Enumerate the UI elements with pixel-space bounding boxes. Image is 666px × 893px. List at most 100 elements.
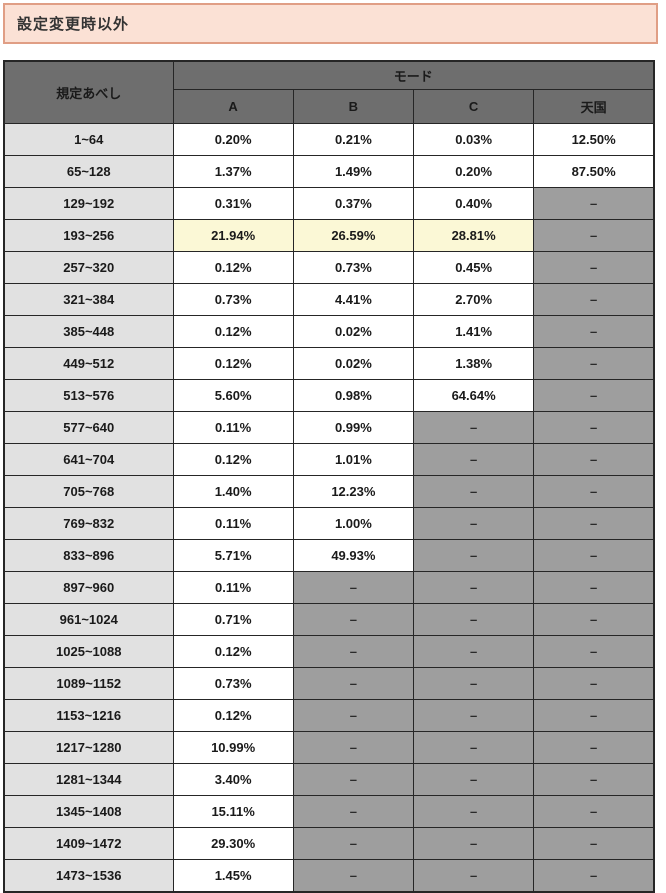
range-cell: 193~256 xyxy=(3,219,174,252)
range-cell: 129~192 xyxy=(3,187,174,220)
value-cell: 49.93% xyxy=(292,539,415,572)
table-row: 1345~1408 15.11% – – – xyxy=(3,795,655,828)
value-cell: 0.73% xyxy=(172,667,294,700)
empty-cell: – xyxy=(292,795,415,828)
empty-cell: – xyxy=(412,539,535,572)
value-cell: 0.02% xyxy=(292,315,415,348)
range-cell: 1409~1472 xyxy=(3,827,174,860)
value-cell: 28.81% xyxy=(412,219,535,252)
value-cell: 1.40% xyxy=(172,475,294,508)
empty-cell: – xyxy=(533,411,655,444)
table-row: 1~64 0.20% 0.21% 0.03% 12.50% xyxy=(3,123,655,156)
value-cell: 0.12% xyxy=(172,443,294,476)
range-cell: 577~640 xyxy=(3,411,174,444)
empty-cell: – xyxy=(533,475,655,508)
value-cell: 0.71% xyxy=(172,603,294,636)
range-cell: 1217~1280 xyxy=(3,731,174,764)
value-cell: 0.12% xyxy=(172,347,294,380)
table-row: 769~832 0.11% 1.00% – – xyxy=(3,507,655,540)
table-row: 257~320 0.12% 0.73% 0.45% – xyxy=(3,251,655,284)
value-cell: 0.73% xyxy=(172,283,294,316)
empty-cell: – xyxy=(533,667,655,700)
value-cell: 64.64% xyxy=(412,379,535,412)
empty-cell: – xyxy=(292,635,415,668)
empty-cell: – xyxy=(533,315,655,348)
value-cell: 0.11% xyxy=(172,507,294,540)
value-cell: 0.12% xyxy=(172,635,294,668)
range-cell: 1153~1216 xyxy=(3,699,174,732)
empty-cell: – xyxy=(533,347,655,380)
empty-cell: – xyxy=(533,379,655,412)
value-cell: 0.99% xyxy=(292,411,415,444)
range-cell: 897~960 xyxy=(3,571,174,604)
value-cell: 0.20% xyxy=(172,123,294,156)
empty-cell: – xyxy=(533,603,655,636)
mode-a-header: A xyxy=(172,89,294,124)
empty-cell: – xyxy=(533,763,655,796)
value-cell: 0.11% xyxy=(172,571,294,604)
range-cell: 1345~1408 xyxy=(3,795,174,828)
value-cell: 5.60% xyxy=(172,379,294,412)
table-row: 1473~1536 1.45% – – – xyxy=(3,859,655,893)
range-cell: 385~448 xyxy=(3,315,174,348)
empty-cell: – xyxy=(412,763,535,796)
table-row: 833~896 5.71% 49.93% – – xyxy=(3,539,655,572)
value-cell: 0.40% xyxy=(412,187,535,220)
empty-cell: – xyxy=(292,827,415,860)
empty-cell: – xyxy=(292,603,415,636)
empty-cell: – xyxy=(412,443,535,476)
table-row: 1025~1088 0.12% – – – xyxy=(3,635,655,668)
table-row: 705~768 1.40% 12.23% – – xyxy=(3,475,655,508)
value-cell: 12.50% xyxy=(533,123,655,156)
empty-cell: – xyxy=(533,827,655,860)
mode-heaven-header: 天国 xyxy=(533,89,655,124)
range-cell: 257~320 xyxy=(3,251,174,284)
header-row-mode: 規定あべし モード xyxy=(3,60,655,124)
range-cell: 65~128 xyxy=(3,155,174,188)
value-cell: 0.11% xyxy=(172,411,294,444)
mode-b-header: B xyxy=(292,89,415,124)
empty-cell: – xyxy=(292,571,415,604)
empty-cell: – xyxy=(412,731,535,764)
range-cell: 1~64 xyxy=(3,123,174,156)
empty-cell: – xyxy=(292,763,415,796)
range-cell: 321~384 xyxy=(3,283,174,316)
empty-cell: – xyxy=(412,507,535,540)
empty-cell: – xyxy=(533,187,655,220)
value-cell: 5.71% xyxy=(172,539,294,572)
value-cell: 1.49% xyxy=(292,155,415,188)
value-cell: 26.59% xyxy=(292,219,415,252)
empty-cell: – xyxy=(412,603,535,636)
value-cell: 10.99% xyxy=(172,731,294,764)
range-column-header: 規定あべし xyxy=(3,60,174,124)
range-cell: 513~576 xyxy=(3,379,174,412)
value-cell: 0.98% xyxy=(292,379,415,412)
empty-cell: – xyxy=(533,283,655,316)
table-row: 577~640 0.11% 0.99% – – xyxy=(3,411,655,444)
table-row: 1281~1344 3.40% – – – xyxy=(3,763,655,796)
empty-cell: – xyxy=(292,699,415,732)
range-cell: 769~832 xyxy=(3,507,174,540)
table-row: 65~128 1.37% 1.49% 0.20% 87.50% xyxy=(3,155,655,188)
range-cell: 641~704 xyxy=(3,443,174,476)
range-cell: 705~768 xyxy=(3,475,174,508)
header-row-submodes: A B C 天国 xyxy=(4,89,655,124)
value-cell: 0.37% xyxy=(292,187,415,220)
empty-cell: – xyxy=(533,635,655,668)
empty-cell: – xyxy=(412,411,535,444)
value-cell: 0.21% xyxy=(292,123,415,156)
value-cell: 1.38% xyxy=(412,347,535,380)
value-cell: 1.45% xyxy=(172,859,294,893)
value-cell: 4.41% xyxy=(292,283,415,316)
table-row: 513~576 5.60% 0.98% 64.64% – xyxy=(3,379,655,412)
empty-cell: – xyxy=(292,859,415,893)
range-cell: 1281~1344 xyxy=(3,763,174,796)
table-row: 1153~1216 0.12% – – – xyxy=(3,699,655,732)
table-row: 1089~1152 0.73% – – – xyxy=(3,667,655,700)
empty-cell: – xyxy=(533,795,655,828)
value-cell: 1.01% xyxy=(292,443,415,476)
value-cell: 0.03% xyxy=(412,123,535,156)
empty-cell: – xyxy=(412,859,535,893)
value-cell: 1.00% xyxy=(292,507,415,540)
